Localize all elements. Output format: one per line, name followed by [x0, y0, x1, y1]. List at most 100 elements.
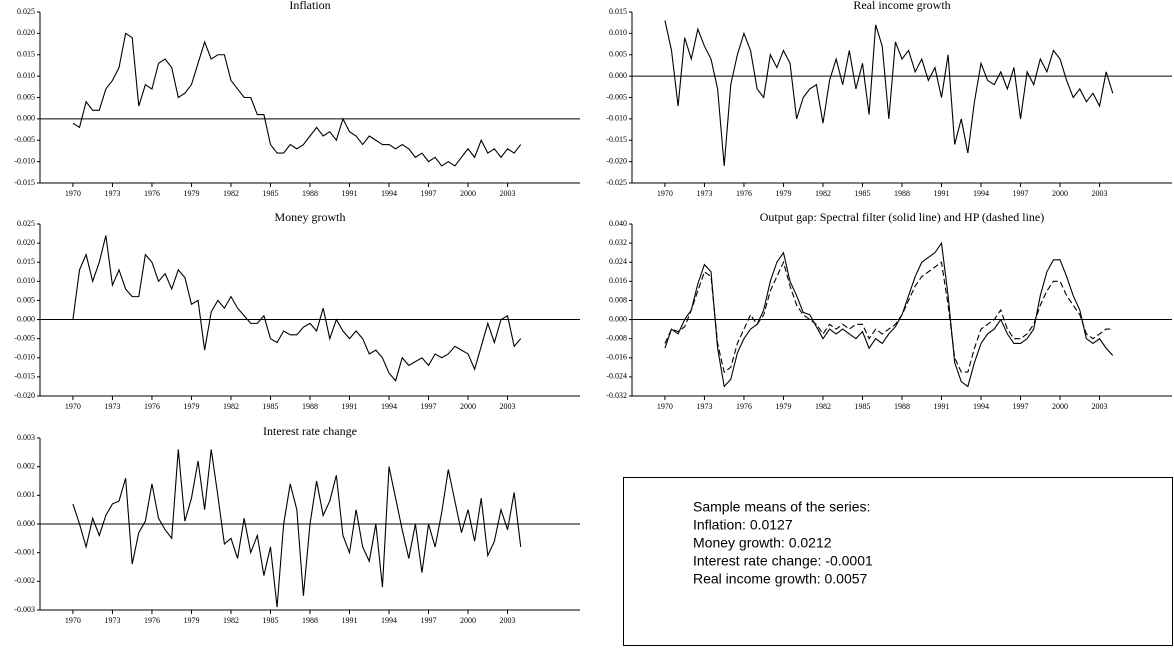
series-line	[664, 260, 1113, 374]
note-line: Money growth: 0.0212	[693, 535, 832, 551]
x-tick-label: 1982	[223, 189, 239, 198]
y-tick-label: -0.005	[606, 92, 627, 101]
y-tick-label: 0.002	[17, 461, 35, 470]
x-tick-label: 1979	[183, 402, 199, 411]
y-tick-label: -0.010	[14, 156, 35, 165]
panel: Real income growth -0.025 -0.020 -0.015 -0.0…	[606, 0, 1172, 198]
series-line	[72, 235, 522, 382]
y-tick-label: 0.000	[17, 519, 35, 528]
y-tick-label: 0.020	[17, 238, 35, 247]
panel: Interest rate change -0.003 -0.002 -0.001 0.…	[14, 424, 580, 625]
y-tick-label: -0.015	[14, 372, 35, 381]
x-tick-label: 1970	[65, 189, 81, 198]
x-tick-label: 1985	[854, 189, 870, 198]
x-tick-label: 1973	[104, 189, 120, 198]
x-tick-label: 2000	[1052, 189, 1068, 198]
series-line	[664, 20, 1114, 166]
y-tick-label: -0.005	[14, 333, 35, 342]
y-tick-label: -0.005	[14, 135, 35, 144]
x-tick-label: 1997	[1013, 402, 1029, 411]
x-tick-label: 1997	[421, 616, 437, 625]
note-line: Inflation: 0.0127	[693, 517, 793, 533]
y-tick-label: -0.020	[14, 391, 35, 400]
y-tick-label: -0.010	[14, 353, 35, 362]
x-tick-label: 1976	[144, 189, 160, 198]
x-tick-label: 1985	[262, 616, 278, 625]
y-tick-label: 0.025	[17, 219, 35, 228]
y-tick-label: 0.000	[609, 71, 627, 80]
series-line	[72, 32, 522, 167]
x-tick-label: 1985	[262, 189, 278, 198]
y-tick-label: 0.000	[17, 114, 35, 123]
y-tick-label: -0.015	[14, 178, 35, 187]
y-tick-label: 0.010	[17, 276, 35, 285]
y-tick-label: 0.003	[17, 433, 35, 442]
y-tick-label: -0.008	[606, 333, 627, 342]
y-tick-label: 0.005	[17, 295, 35, 304]
x-tick-label: 1991	[342, 402, 358, 411]
x-tick-label: 1982	[223, 616, 239, 625]
y-tick-label: 0.032	[609, 238, 627, 247]
x-tick-label: 1994	[381, 189, 397, 198]
x-tick-label: 1985	[854, 402, 870, 411]
x-tick-label: 1979	[775, 189, 791, 198]
y-tick-label: -0.032	[606, 391, 627, 400]
x-tick-label: 2003	[1092, 402, 1108, 411]
y-tick-label: -0.003	[14, 605, 35, 614]
x-tick-label: 1976	[736, 189, 752, 198]
y-tick-label: -0.010	[606, 114, 627, 123]
x-tick-label: 1973	[104, 402, 120, 411]
panel: Output gap: Spectral filter (solid line)…	[606, 210, 1172, 411]
x-tick-label: 1970	[65, 616, 81, 625]
panel-title: Money growth	[275, 210, 346, 224]
y-tick-label: 0.000	[17, 314, 35, 323]
y-tick-label: 0.005	[609, 50, 627, 59]
y-tick-label: 0.001	[17, 490, 35, 499]
y-tick-label: -0.020	[606, 156, 627, 165]
x-tick-label: 1976	[736, 402, 752, 411]
note-line: Interest rate change: -0.0001	[693, 553, 873, 569]
y-tick-label: -0.015	[606, 135, 627, 144]
x-tick-label: 1994	[973, 189, 989, 198]
x-tick-label: 1994	[381, 616, 397, 625]
x-tick-label: 1979	[775, 402, 791, 411]
x-tick-label: 1991	[934, 189, 950, 198]
panel: Inflation -0.015 -0.010 -0.005 0.000 0.005 0.0…	[14, 0, 580, 198]
x-tick-label: 1982	[223, 402, 239, 411]
y-tick-label: 0.025	[17, 7, 35, 16]
x-tick-label: 1979	[183, 616, 199, 625]
x-tick-label: 2000	[460, 189, 476, 198]
panel-title: Output gap: Spectral filter (solid line)…	[760, 210, 1044, 224]
y-tick-label: 0.020	[17, 28, 35, 37]
x-tick-label: 1997	[1013, 189, 1029, 198]
x-tick-label: 1973	[104, 616, 120, 625]
x-tick-label: 1976	[144, 402, 160, 411]
y-tick-label: 0.015	[17, 50, 35, 59]
x-tick-label: 1970	[657, 189, 673, 198]
series-line	[664, 241, 1114, 388]
x-tick-label: 1988	[302, 189, 318, 198]
x-tick-label: 1979	[183, 189, 199, 198]
x-tick-label: 2000	[460, 402, 476, 411]
x-tick-label: 2003	[1092, 189, 1108, 198]
x-tick-label: 1973	[696, 402, 712, 411]
x-tick-label: 2003	[500, 402, 516, 411]
y-tick-label: 0.040	[609, 219, 627, 228]
y-tick-label: 0.024	[609, 257, 627, 266]
x-tick-label: 1988	[894, 189, 910, 198]
x-tick-label: 1982	[815, 189, 831, 198]
y-tick-label: 0.008	[609, 295, 627, 304]
x-tick-label: 1982	[815, 402, 831, 411]
x-tick-label: 1997	[421, 189, 437, 198]
panel: Money growth -0.020 -0.015 -0.010 -0.005 0.00…	[14, 210, 580, 411]
x-tick-label: 1988	[302, 616, 318, 625]
panel-title: Real income growth	[853, 0, 950, 12]
y-tick-label: -0.024	[606, 372, 627, 381]
y-tick-label: 0.000	[609, 314, 627, 323]
y-tick-label: 0.010	[17, 71, 35, 80]
x-tick-label: 2000	[1052, 402, 1068, 411]
x-tick-label: 1970	[657, 402, 673, 411]
y-tick-label: 0.005	[17, 92, 35, 101]
